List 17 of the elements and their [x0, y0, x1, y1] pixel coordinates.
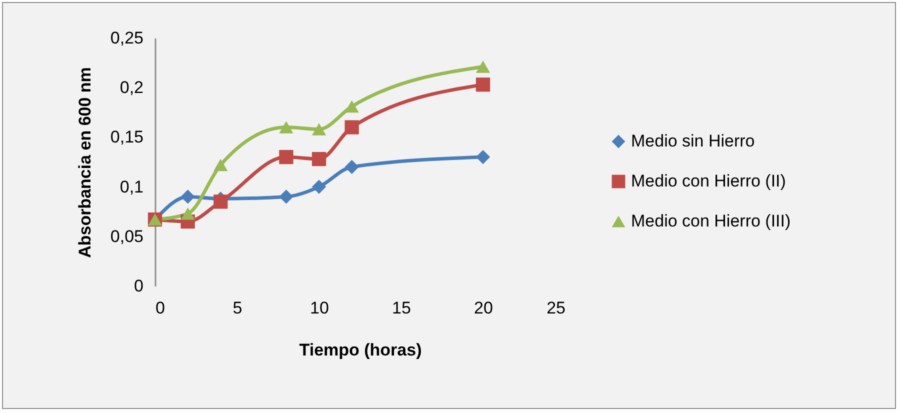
y-tick-label: 0	[134, 276, 144, 296]
y-tick-label: 0,15	[110, 128, 144, 147]
x-tick-label: 25	[546, 298, 566, 318]
legend-label: Medio con Hierro (II)	[631, 172, 786, 190]
y-tick-label: 0,2	[120, 78, 144, 98]
y-axis-title: Absorbancia en 600 nm	[75, 67, 94, 258]
x-tick-label: 0	[156, 298, 165, 318]
legend-label: Medio sin Hierro	[631, 132, 755, 150]
x-tick-label: 15	[392, 298, 411, 318]
y-tick-label: 0,05	[110, 226, 144, 246]
x-tick-label: 20	[474, 298, 493, 318]
x-tick-label: 10	[310, 298, 329, 318]
y-tick-label: 0,25	[110, 28, 144, 48]
x-tick-label: 5	[232, 298, 242, 318]
legend-label: Medio con Hierro (III)	[631, 212, 791, 230]
x-axis-title: Tiempo (horas)	[299, 340, 422, 360]
y-tick-label: 0,1	[120, 177, 144, 196]
